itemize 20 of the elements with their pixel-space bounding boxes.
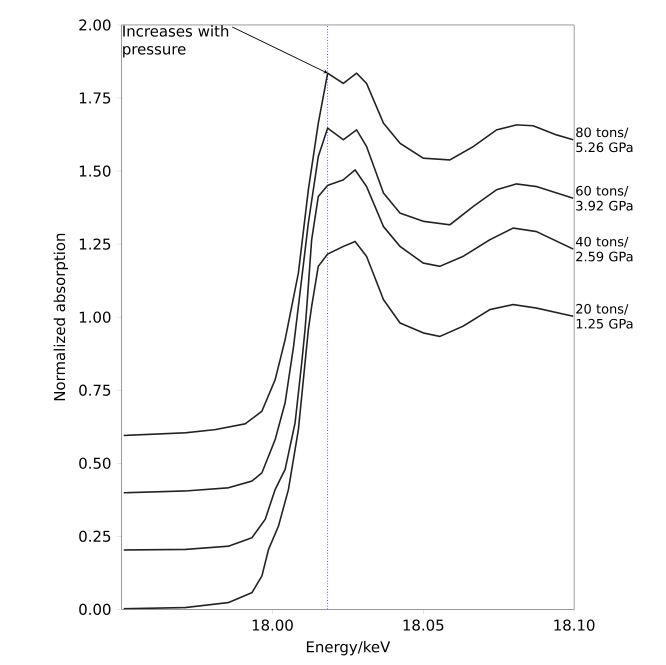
y-axis-title: Normalized absorption [54,234,68,400]
y-tick-label: 2.00 [79,19,110,30]
series-label: 60 tons/ 3.92 GPa [576,186,632,210]
y-tick-label: 0.75 [79,384,110,396]
y-tick-label: 1.75 [80,92,110,104]
x-tick-label: 18.00 [252,619,293,631]
line-series [122,127,574,494]
y-tick-label: 0.50 [79,457,110,469]
y-tick-label: 1.50 [80,165,110,177]
series-label: 40 tons/ 2.59 GPa [576,236,632,262]
y-tick-label: 0.25 [79,530,110,542]
y-tick-label: 1.00 [80,311,110,323]
annotation: Increases with pressure [123,25,228,58]
series-label: 80 tons/ 5.26 GPa [576,127,632,152]
series-label: 20 tons/ 1.25 GPa [576,304,632,328]
x-axis-title: Energy/keV [306,640,390,656]
x-tick-label: 18.10 [554,619,594,631]
x-tick-label: 18.05 [404,619,444,631]
y-tick-label: 1.25 [80,238,110,250]
y-tick-label: 0.00 [79,604,110,615]
